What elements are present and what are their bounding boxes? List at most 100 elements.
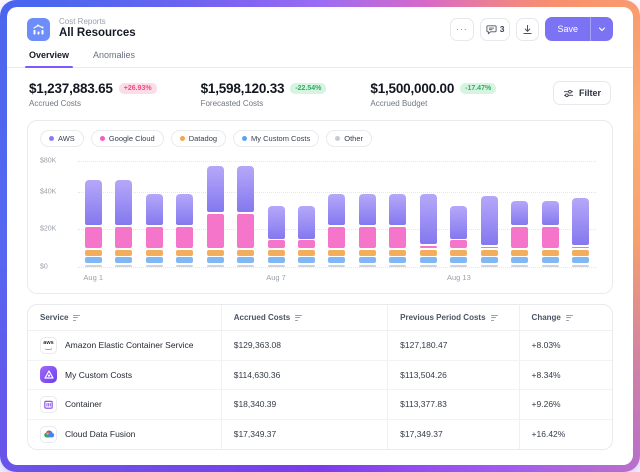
accrued-costs-cell: $17,349.37 bbox=[220, 419, 387, 449]
legend-pill-google-cloud[interactable]: Google Cloud bbox=[90, 130, 164, 147]
bar-segment-google-cloud bbox=[541, 226, 559, 249]
sort-icon[interactable] bbox=[295, 314, 303, 321]
x-axis-tick-label bbox=[474, 273, 504, 282]
bar-segment-datadog bbox=[267, 249, 285, 256]
bar-aug-12[interactable] bbox=[413, 161, 443, 267]
previous-period-costs-cell: $113,377.83 bbox=[387, 390, 518, 419]
bar-segment-other bbox=[267, 264, 285, 267]
change-cell: +9.26% bbox=[518, 390, 612, 419]
bar-segment-google-cloud bbox=[572, 246, 590, 249]
kpi-forecasted-costs: $1,598,120.33 -22.54% Forecasted Costs bbox=[201, 81, 327, 108]
comments-button[interactable]: 3 bbox=[479, 17, 511, 41]
bar-segment-aws bbox=[480, 196, 498, 246]
tab-anomalies[interactable]: Anomalies bbox=[93, 50, 136, 60]
gridline bbox=[78, 267, 596, 268]
column-label: Accrued Costs bbox=[233, 313, 291, 322]
bar-segment-other bbox=[389, 264, 407, 267]
tab-bar: Overview Anomalies bbox=[7, 50, 633, 68]
services-table-card: Service Accrued Costs Previous Period Cost… bbox=[27, 304, 613, 450]
x-axis-tick-label bbox=[230, 273, 260, 282]
bar-segment-aws bbox=[237, 166, 255, 213]
bar-segment-my-custom-costs bbox=[572, 257, 590, 264]
table-row[interactable]: Container $18,340.39 $113,377.83 +9.26% bbox=[28, 390, 612, 420]
filter-button[interactable]: Filter bbox=[552, 81, 611, 105]
y-axis-tick-label: $0 bbox=[40, 263, 48, 271]
legend-pill-aws[interactable]: AWS bbox=[40, 130, 84, 147]
chevron-down-icon bbox=[598, 27, 606, 32]
bar-aug-13[interactable] bbox=[444, 161, 474, 267]
bar-aug-5[interactable] bbox=[200, 161, 230, 267]
more-options-button[interactable]: ··· bbox=[450, 17, 474, 41]
bar-aug-15[interactable] bbox=[505, 161, 535, 267]
legend-label: AWS bbox=[58, 134, 75, 143]
bar-aug-10[interactable] bbox=[352, 161, 382, 267]
x-axis-tick-label: Aug 13 bbox=[446, 273, 471, 282]
bar-segment-datadog bbox=[511, 249, 529, 256]
bar-aug-2[interactable] bbox=[108, 161, 138, 267]
chart-legend: AWS Google Cloud Datadog My Custom Costs Oth… bbox=[40, 130, 600, 147]
bar-aug-1[interactable] bbox=[78, 161, 108, 267]
x-axis-tick-label bbox=[200, 273, 230, 282]
bar-aug-17[interactable] bbox=[566, 161, 596, 267]
column-header-change[interactable]: Change bbox=[518, 305, 612, 330]
service-cell: Cloud Data Fusion bbox=[28, 420, 221, 450]
table-row[interactable]: Cloud Data Fusion $17,349.37 $17,349.37 +16… bbox=[28, 419, 612, 450]
bar-segment-datadog bbox=[450, 249, 468, 256]
bar-segment-google-cloud bbox=[206, 213, 224, 249]
bar-aug-14[interactable] bbox=[474, 161, 504, 267]
stacked-bar-chart: $0 $20K $40K $80K Aug 1 Aug 7 Aug 13 bbox=[40, 158, 600, 287]
header-titles: Cost Reports All Resources bbox=[59, 17, 136, 40]
kpi-change-badge: -22.54% bbox=[290, 83, 327, 94]
change-cell: +8.34% bbox=[518, 360, 612, 389]
legend-dot bbox=[242, 136, 248, 141]
service-cell: aws Amazon Elastic Container Service bbox=[28, 331, 221, 360]
kpi-change-badge: -17.47% bbox=[460, 83, 497, 94]
download-button[interactable] bbox=[516, 17, 540, 41]
save-button[interactable]: Save bbox=[557, 24, 578, 34]
kpi-label: Accrued Costs bbox=[29, 99, 82, 108]
bar-segment-google-cloud bbox=[450, 240, 468, 249]
filter-sliders-icon bbox=[563, 89, 573, 97]
accrued-costs-cell: $18,340.39 bbox=[220, 390, 387, 419]
x-axis-tick-label bbox=[413, 273, 443, 282]
y-axis-tick-label: $20K bbox=[40, 225, 57, 233]
tab-overview[interactable]: Overview bbox=[24, 50, 74, 68]
column-header-accrued-costs[interactable]: Accrued Costs bbox=[220, 305, 387, 330]
previous-period-costs-cell: $17,349.37 bbox=[387, 419, 518, 449]
legend-pill-datadog[interactable]: Datadog bbox=[170, 130, 227, 147]
x-axis-tick-label bbox=[352, 273, 382, 282]
column-header-service[interactable]: Service bbox=[28, 305, 221, 330]
bar-segment-datadog bbox=[480, 249, 498, 256]
legend-pill-my-custom-costs[interactable]: My Custom Costs bbox=[233, 130, 320, 147]
bar-segment-google-cloud bbox=[267, 240, 285, 249]
save-dropdown-button[interactable] bbox=[591, 17, 613, 41]
bar-aug-8[interactable] bbox=[291, 161, 321, 267]
bar-segment-other bbox=[206, 264, 224, 267]
sort-icon[interactable] bbox=[565, 314, 573, 321]
bar-aug-7[interactable] bbox=[261, 161, 291, 267]
save-split-button: Save bbox=[545, 17, 613, 41]
bar-aug-6[interactable] bbox=[230, 161, 260, 267]
legend-pill-other[interactable]: Other bbox=[326, 130, 372, 147]
legend-dot bbox=[49, 136, 54, 141]
bar-aug-4[interactable] bbox=[169, 161, 199, 267]
aws-icon: aws bbox=[40, 336, 57, 354]
bar-segment-datadog bbox=[541, 249, 559, 256]
column-header-previous-period-costs[interactable]: Previous Period Costs bbox=[387, 305, 518, 330]
bar-segment-aws bbox=[84, 180, 102, 226]
table-header-row: Service Accrued Costs Previous Period Cost… bbox=[28, 305, 612, 331]
bar-aug-9[interactable] bbox=[322, 161, 352, 267]
bars-area bbox=[78, 161, 596, 267]
bar-aug-3[interactable] bbox=[139, 161, 169, 267]
table-row[interactable]: My Custom Costs $114,630.36 $113,504.26 +8.… bbox=[28, 360, 612, 390]
bar-aug-16[interactable] bbox=[535, 161, 565, 267]
sort-icon[interactable] bbox=[490, 314, 498, 321]
bar-segment-other bbox=[541, 264, 559, 267]
sort-icon[interactable] bbox=[73, 314, 81, 321]
kpi-accrued-costs: $1,237,883.65 +26.93% Accrued Costs bbox=[29, 81, 157, 108]
comments-count: 3 bbox=[499, 24, 505, 34]
bar-segment-datadog bbox=[298, 249, 316, 256]
table-row[interactable]: aws Amazon Elastic Container Service $129,… bbox=[28, 331, 612, 361]
container-icon bbox=[40, 395, 57, 413]
bar-aug-11[interactable] bbox=[383, 161, 413, 267]
